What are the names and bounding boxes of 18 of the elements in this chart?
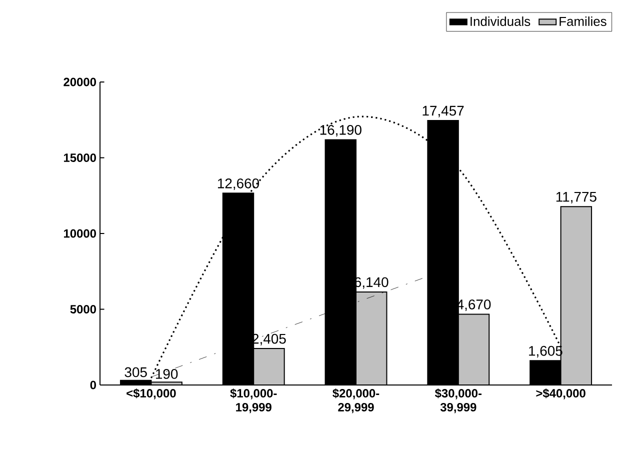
data-label: 16,190 bbox=[320, 124, 362, 137]
x-tick-label: $20,000- 29,999 bbox=[332, 388, 380, 414]
y-tick-label: 5000 bbox=[70, 305, 96, 314]
data-label: 12,660 bbox=[218, 178, 260, 190]
legend-label: Families bbox=[560, 16, 606, 26]
x-tick-label: $10,000- 19,999 bbox=[230, 388, 277, 414]
y-tick-label: 15000 bbox=[64, 154, 96, 162]
y-tick-label: 10000 bbox=[64, 229, 96, 238]
data-label: 305 bbox=[124, 367, 147, 378]
y-tick-label: 20000 bbox=[64, 78, 96, 86]
data-label: 11,775 bbox=[556, 192, 596, 204]
x-tick-label: $30,000- 39,999 bbox=[434, 388, 482, 414]
x-tick-label: <$10,000 bbox=[126, 388, 176, 400]
legend-label: Individuals bbox=[470, 16, 530, 26]
x-tick-label: >$40,000 bbox=[536, 388, 586, 400]
y-tick-label: 0 bbox=[90, 380, 96, 390]
data-label: 190 bbox=[156, 369, 178, 379]
data-label: 17,457 bbox=[422, 106, 464, 118]
